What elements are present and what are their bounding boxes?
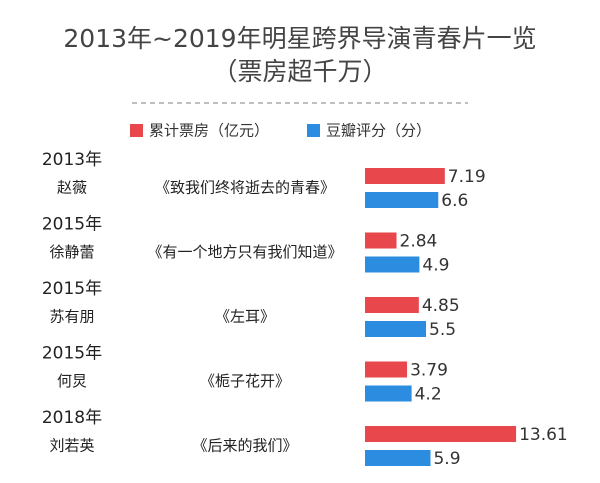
director-label: 徐静蕾 [49, 243, 94, 261]
year-label: 2015年 [42, 279, 102, 299]
value-label: 3.79 [410, 361, 448, 381]
chart-title: 2013年~2019年明星跨界导演青春片一览 [63, 24, 536, 53]
category-label: 《有一个地方只有我们知道》 [147, 243, 342, 261]
bar [365, 232, 397, 249]
bar [365, 450, 431, 466]
director-label: 苏有朋 [49, 308, 94, 326]
year-label: 2013年 [42, 150, 102, 170]
value-label: 13.61 [519, 425, 568, 445]
bar [365, 297, 419, 313]
category-label: 《后来的我们》 [192, 437, 297, 455]
year-label: 2015年 [42, 215, 102, 235]
bar [365, 321, 427, 337]
value-label: 7.19 [448, 167, 486, 187]
value-label: 4.9 [422, 256, 449, 276]
value-label: 2.84 [400, 232, 438, 252]
bar [365, 168, 445, 184]
bar [365, 192, 439, 208]
value-label: 4.85 [422, 296, 460, 316]
value-label: 6.6 [441, 191, 468, 211]
bar [365, 385, 412, 402]
year-label: 2018年 [42, 408, 102, 428]
legend-label: 累计票房（亿元） [149, 122, 269, 140]
value-label: 5.5 [429, 320, 456, 340]
value-label: 4.2 [415, 385, 442, 405]
bar [365, 361, 408, 378]
legend-label: 豆瓣评分（分） [326, 122, 431, 140]
director-label: 何炅 [57, 372, 87, 390]
category-label: 《左耳》 [215, 308, 275, 326]
bar [365, 256, 420, 273]
bar [365, 426, 517, 442]
category-label: 《栀子花开》 [200, 372, 290, 390]
director-label: 赵薇 [57, 179, 87, 197]
legend-swatch [307, 124, 320, 137]
value-label: 5.9 [433, 449, 460, 469]
year-label: 2015年 [42, 344, 102, 364]
category-label: 《致我们终将逝去的青春》 [155, 179, 335, 197]
director-label: 刘若英 [49, 437, 94, 455]
chart-subtitle: （票房超千万） [212, 57, 387, 86]
legend-swatch [130, 124, 143, 137]
